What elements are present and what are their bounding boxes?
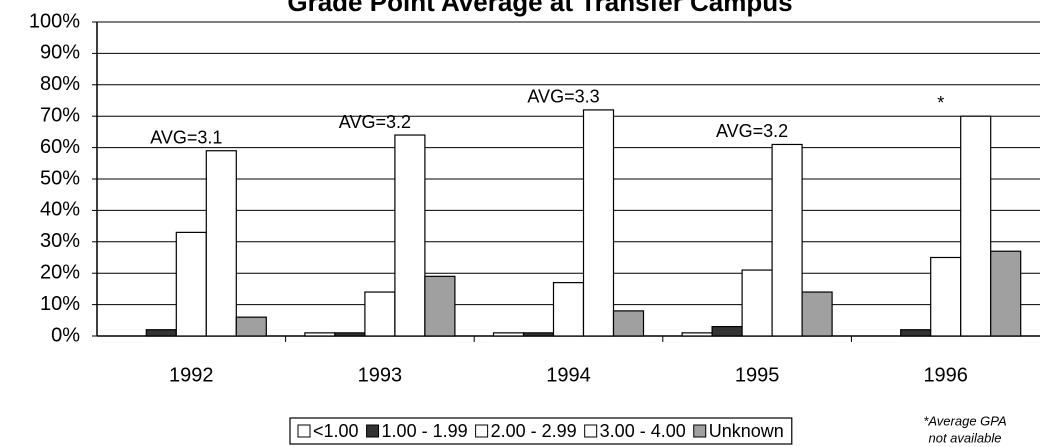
legend-label: Unknown: [709, 421, 784, 441]
bar: [364, 291, 396, 337]
y-tick-label: 0%: [51, 324, 80, 346]
y-tick-label: 70%: [40, 104, 80, 126]
x-tick-label: 1996: [923, 364, 968, 386]
bar: [900, 329, 932, 337]
annotation: AVG=3.2: [339, 112, 411, 132]
bar: [492, 332, 525, 337]
legend-label: <1.00: [313, 421, 359, 441]
y-tick-label: 30%: [40, 230, 80, 252]
bar: [334, 332, 366, 337]
annotation: *: [937, 93, 944, 113]
bar: [205, 150, 237, 337]
bar: [681, 332, 713, 337]
y-tick-label: 40%: [40, 199, 80, 221]
bar: [522, 332, 555, 337]
bar: [175, 231, 207, 337]
annotation: AVG=3.1: [150, 127, 222, 147]
bar: [235, 316, 267, 337]
x-tick-label: 1992: [169, 364, 214, 386]
annotation: AVG=3.3: [527, 87, 599, 107]
bar: [801, 291, 833, 337]
bar: [552, 282, 585, 337]
legend-swatch: [693, 424, 707, 438]
bar: [145, 329, 177, 337]
y-tick-label: 90%: [40, 42, 80, 64]
bar: [960, 115, 992, 337]
bar: [612, 310, 645, 337]
legend-label: 1.00 - 1.99: [382, 421, 468, 441]
legend-label: 3.00 - 4.00: [600, 421, 686, 441]
annotation: AVG=3.2: [716, 121, 788, 141]
y-tick-label: 20%: [40, 261, 80, 283]
bar: [711, 325, 743, 337]
y-tick-label: 10%: [40, 293, 80, 315]
y-tick-label: 100%: [29, 10, 80, 32]
legend-swatch: [297, 424, 311, 438]
bar: [930, 256, 962, 337]
bar: [990, 250, 1022, 337]
bar: [304, 332, 336, 337]
bar: [741, 269, 773, 337]
bar: [424, 275, 456, 337]
footnote: not available: [929, 430, 1002, 445]
y-tick-label: 80%: [40, 73, 80, 95]
legend-label: 2.00 - 2.99: [491, 421, 577, 441]
footnote: *Average GPA: [923, 413, 1006, 428]
x-tick-label: 1995: [735, 364, 780, 386]
bar: [771, 143, 803, 337]
chart-title: Grade Point Average at Transfer Campus: [287, 0, 792, 17]
bar: [582, 109, 615, 337]
bar: [394, 134, 426, 337]
y-tick-label: 50%: [40, 167, 80, 189]
x-tick-label: 1993: [358, 364, 403, 386]
legend-swatch: [366, 424, 380, 438]
legend-swatch: [475, 424, 489, 438]
x-tick-label: 1994: [546, 364, 591, 386]
legend-swatch: [584, 424, 598, 438]
y-tick-label: 60%: [40, 136, 80, 158]
